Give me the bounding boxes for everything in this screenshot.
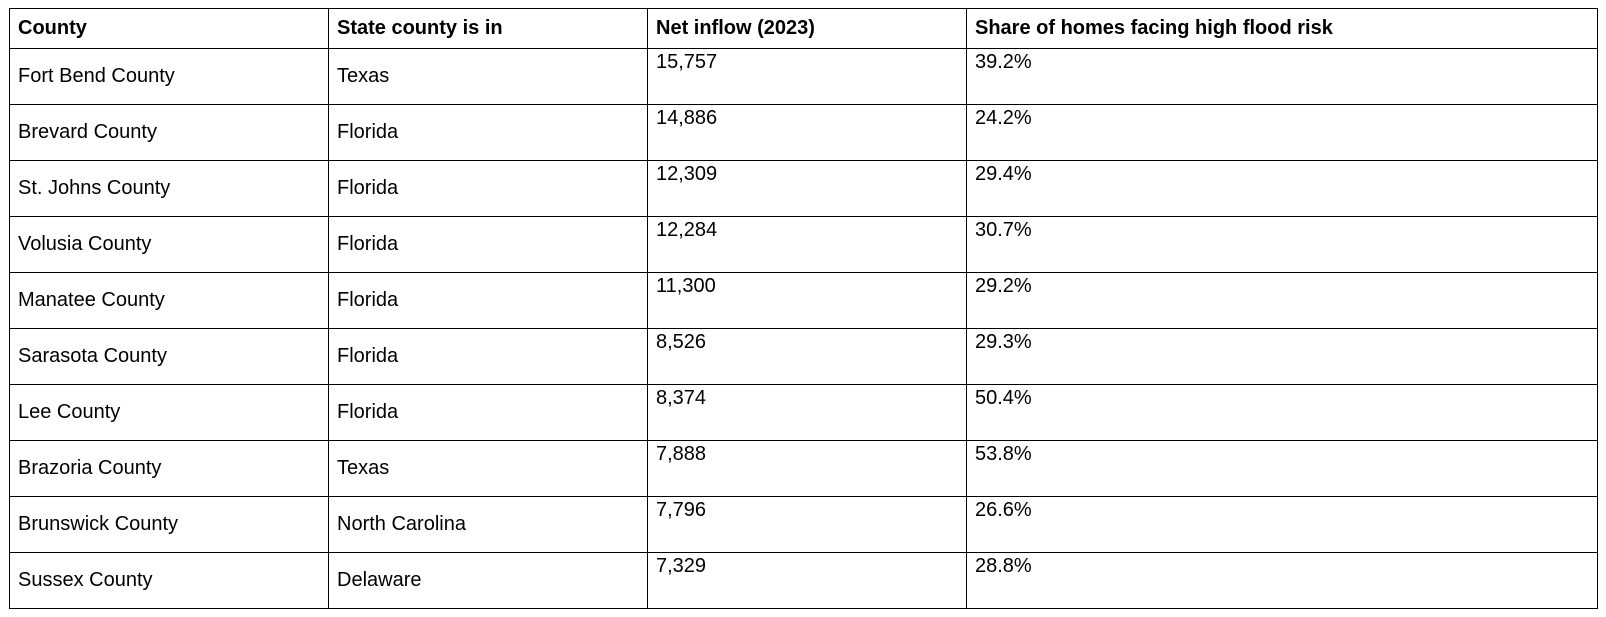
cell-state: Florida	[328, 160, 648, 217]
cell-net-inflow: 12,309	[647, 160, 967, 217]
cell-state: Texas	[328, 440, 648, 497]
cell-flood-share: 53.8%	[966, 440, 1598, 497]
county-table-container: County State county is in Net inflow (20…	[9, 8, 1598, 609]
cell-net-inflow: 11,300	[647, 272, 967, 329]
cell-flood-share: 24.2%	[966, 104, 1598, 161]
table-header: County State county is in Net inflow (20…	[9, 8, 1598, 49]
cell-state: Florida	[328, 384, 648, 441]
cell-flood-share: 39.2%	[966, 48, 1598, 105]
cell-flood-share: 29.3%	[966, 328, 1598, 385]
header-row: County State county is in Net inflow (20…	[9, 8, 1598, 49]
cell-net-inflow: 7,796	[647, 496, 967, 553]
table-row: Brevard County Florida 14,886 24.2%	[9, 104, 1598, 161]
table-row: Lee County Florida 8,374 50.4%	[9, 384, 1598, 441]
cell-county: Manatee County	[9, 272, 329, 329]
cell-county: Lee County	[9, 384, 329, 441]
header-flood-share: Share of homes facing high flood risk	[966, 8, 1598, 49]
cell-flood-share: 30.7%	[966, 216, 1598, 273]
header-state: State county is in	[328, 8, 648, 49]
table-row: Manatee County Florida 11,300 29.2%	[9, 272, 1598, 329]
table-row: Brazoria County Texas 7,888 53.8%	[9, 440, 1598, 497]
cell-state: North Carolina	[328, 496, 648, 553]
cell-state: Florida	[328, 328, 648, 385]
county-flood-table: County State county is in Net inflow (20…	[9, 8, 1598, 609]
header-county: County	[9, 8, 329, 49]
cell-county: Sarasota County	[9, 328, 329, 385]
table-row: Volusia County Florida 12,284 30.7%	[9, 216, 1598, 273]
cell-county: Brevard County	[9, 104, 329, 161]
table-row: Sussex County Delaware 7,329 28.8%	[9, 552, 1598, 609]
cell-state: Texas	[328, 48, 648, 105]
table-body: Fort Bend County Texas 15,757 39.2% Brev…	[9, 48, 1598, 609]
cell-net-inflow: 15,757	[647, 48, 967, 105]
table-row: Brunswick County North Carolina 7,796 26…	[9, 496, 1598, 553]
cell-flood-share: 50.4%	[966, 384, 1598, 441]
cell-state: Florida	[328, 272, 648, 329]
cell-net-inflow: 7,329	[647, 552, 967, 609]
cell-county: Sussex County	[9, 552, 329, 609]
cell-county: Fort Bend County	[9, 48, 329, 105]
header-net-inflow: Net inflow (2023)	[647, 8, 967, 49]
table-row: Sarasota County Florida 8,526 29.3%	[9, 328, 1598, 385]
table-row: St. Johns County Florida 12,309 29.4%	[9, 160, 1598, 217]
cell-flood-share: 26.6%	[966, 496, 1598, 553]
cell-state: Florida	[328, 216, 648, 273]
table-row: Fort Bend County Texas 15,757 39.2%	[9, 48, 1598, 105]
cell-net-inflow: 14,886	[647, 104, 967, 161]
cell-county: Brunswick County	[9, 496, 329, 553]
cell-net-inflow: 7,888	[647, 440, 967, 497]
cell-flood-share: 29.4%	[966, 160, 1598, 217]
cell-flood-share: 29.2%	[966, 272, 1598, 329]
cell-net-inflow: 8,374	[647, 384, 967, 441]
cell-net-inflow: 12,284	[647, 216, 967, 273]
cell-state: Delaware	[328, 552, 648, 609]
cell-flood-share: 28.8%	[966, 552, 1598, 609]
cell-county: Volusia County	[9, 216, 329, 273]
cell-state: Florida	[328, 104, 648, 161]
cell-county: St. Johns County	[9, 160, 329, 217]
cell-county: Brazoria County	[9, 440, 329, 497]
cell-net-inflow: 8,526	[647, 328, 967, 385]
